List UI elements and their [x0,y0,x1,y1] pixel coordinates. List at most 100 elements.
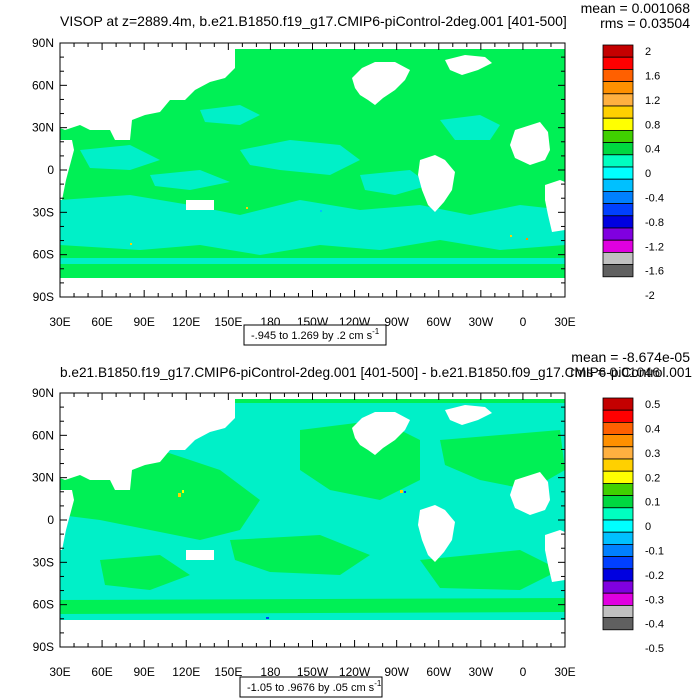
legend-label: 2 [645,46,651,58]
panel-1-land-greenland [445,55,492,75]
x-tick-label: 180 [260,665,280,679]
y-tick-label: 90S [33,640,54,654]
legend-label: 0.4 [645,144,660,156]
x-tick-label: 60W [426,315,451,329]
x-tick-label: 30E [49,665,70,679]
legend-label: 1.6 [645,71,660,83]
y-tick-label: 30N [32,471,54,485]
panel-2-range-text: -1.05 to .9676 by .05 cm s [247,682,375,694]
legend-swatch [602,239,634,253]
x-tick-label: 60E [91,665,112,679]
legend-swatch [602,56,634,70]
panel-2-x-tick-labels: 30E 60E 90E 120E 150E 180 150W 120W 90W 60W 30W 0 30… [49,665,575,679]
legend-swatch [602,215,634,229]
legend-swatch [602,592,634,606]
legend-swatch [602,580,634,594]
panel-2-map [60,393,565,647]
legend-label: 0 [645,521,651,533]
panel-1-y-tick-labels: 90N 60N 30N 0 30S 60S 90S [32,36,54,304]
panel-2-ticks [59,392,566,648]
panel-1-land-samerica [418,155,455,212]
panel-2-land-eurasia [60,393,565,490]
legend-swatch [602,190,634,204]
panel-2-title: b.e21.B1850.f19_g17.CMIP6-piControl-2deg… [60,364,692,380]
y-tick-label: 0 [47,163,54,177]
legend-swatch [602,556,634,570]
panel-1-map [60,43,565,297]
legend-label: 0.5 [645,399,660,411]
legend-label: 0 [645,168,651,180]
panel-1: VISOP at z=2889.4m, b.e21.B1850.f19_g17.… [32,0,691,346]
legend-swatch [602,44,634,58]
panel-1-title: VISOP at z=2889.4m, b.e21.B1850.f19_g17.… [60,13,567,29]
panel-1-land-australia [186,200,214,210]
legend-swatch [602,507,634,521]
panel-1-rms: rms = 0.03504 [600,15,690,31]
panel-1-legend: 2 1.6 1.2 0.8 0.4 0 -0.4 -0.8 -1.2 -1.6 -2 [602,44,664,302]
y-tick-label: 30S [33,205,54,219]
svg-text:-.945 to 1.269 by .2 cm s-1: -.945 to 1.269 by .2 cm s-1 [251,327,380,342]
legend-swatch [602,93,634,107]
legend-label: 0.8 [645,119,660,131]
y-tick-label: 60N [32,428,54,442]
y-tick-label: 60N [32,78,54,92]
panel-2-mean: mean = -8.674e-05 [571,349,690,365]
legend-swatch [602,458,634,472]
x-tick-label: 120E [172,665,200,679]
legend-swatch [602,470,634,484]
panel-1-mean: mean = 0.001068 [581,0,691,16]
panel-2-range-box: -1.05 to .9676 by .05 cm s-1 [239,676,383,698]
panel-2-rms: rms = 0.01046 [570,364,660,380]
y-tick-label: 90N [32,36,54,50]
x-tick-label: 90E [133,315,154,329]
panel-2-range-exp: -1 [374,679,382,688]
x-tick-label: 90E [133,665,154,679]
legend-swatch [602,117,634,131]
legend-swatch [602,264,634,278]
legend-swatch [602,166,634,180]
x-tick-label: 90W [384,665,409,679]
legend-swatch [602,69,634,83]
x-tick-label: 90W [384,315,409,329]
legend-label: -0.3 [645,594,664,606]
panel-2-land-samerica [418,505,455,562]
legend-swatch [602,482,634,496]
x-tick-label: 30W [468,315,493,329]
panel-2-land-africa-east [510,472,550,515]
legend-swatch [602,421,634,435]
y-tick-label: 0 [47,513,54,527]
x-tick-label: 30E [49,315,70,329]
x-tick-label: 60E [91,315,112,329]
legend-swatch [602,142,634,156]
panel-2-land-greenland [445,405,492,425]
legend-label: -2 [645,290,655,302]
panel-2-land-africa-south [545,530,565,582]
panel-2: mean = -8.674e-05 b.e21.B1850.f19_g17.CM… [32,349,692,698]
x-tick-label: 150E [214,665,242,679]
x-tick-label: 150E [214,315,242,329]
x-tick-label: 30W [468,665,493,679]
panel-2-legend: 0.5 0.4 0.3 0.2 0.1 0 -0.1 -0.2 -0.3 -0.4 -0.5 [602,397,664,655]
legend-swatch [602,544,634,558]
legend-swatch [602,519,634,533]
legend-swatch [602,251,634,265]
legend-label: 0.4 [645,424,660,436]
panel-1-land-eurasia [60,43,565,140]
y-tick-label: 30S [33,555,54,569]
legend-swatch [602,105,634,119]
legend-swatch [602,81,634,95]
panel-1-range-text: -.945 to 1.269 by .2 cm s [251,330,373,342]
x-tick-label: 30E [554,665,575,679]
panel-1-land-africa-south [545,180,565,232]
legend-swatch [602,409,634,423]
legend-label: 0.2 [645,472,660,484]
legend-label: 0.1 [645,497,660,509]
legend-label: -0.4 [645,619,664,631]
y-tick-label: 90S [33,290,54,304]
legend-label: -0.5 [645,643,664,655]
x-tick-label: 120W [339,665,371,679]
legend-label: -0.4 [645,193,664,205]
panel-2-land-australia [186,550,214,560]
y-tick-label: 60S [33,248,54,262]
